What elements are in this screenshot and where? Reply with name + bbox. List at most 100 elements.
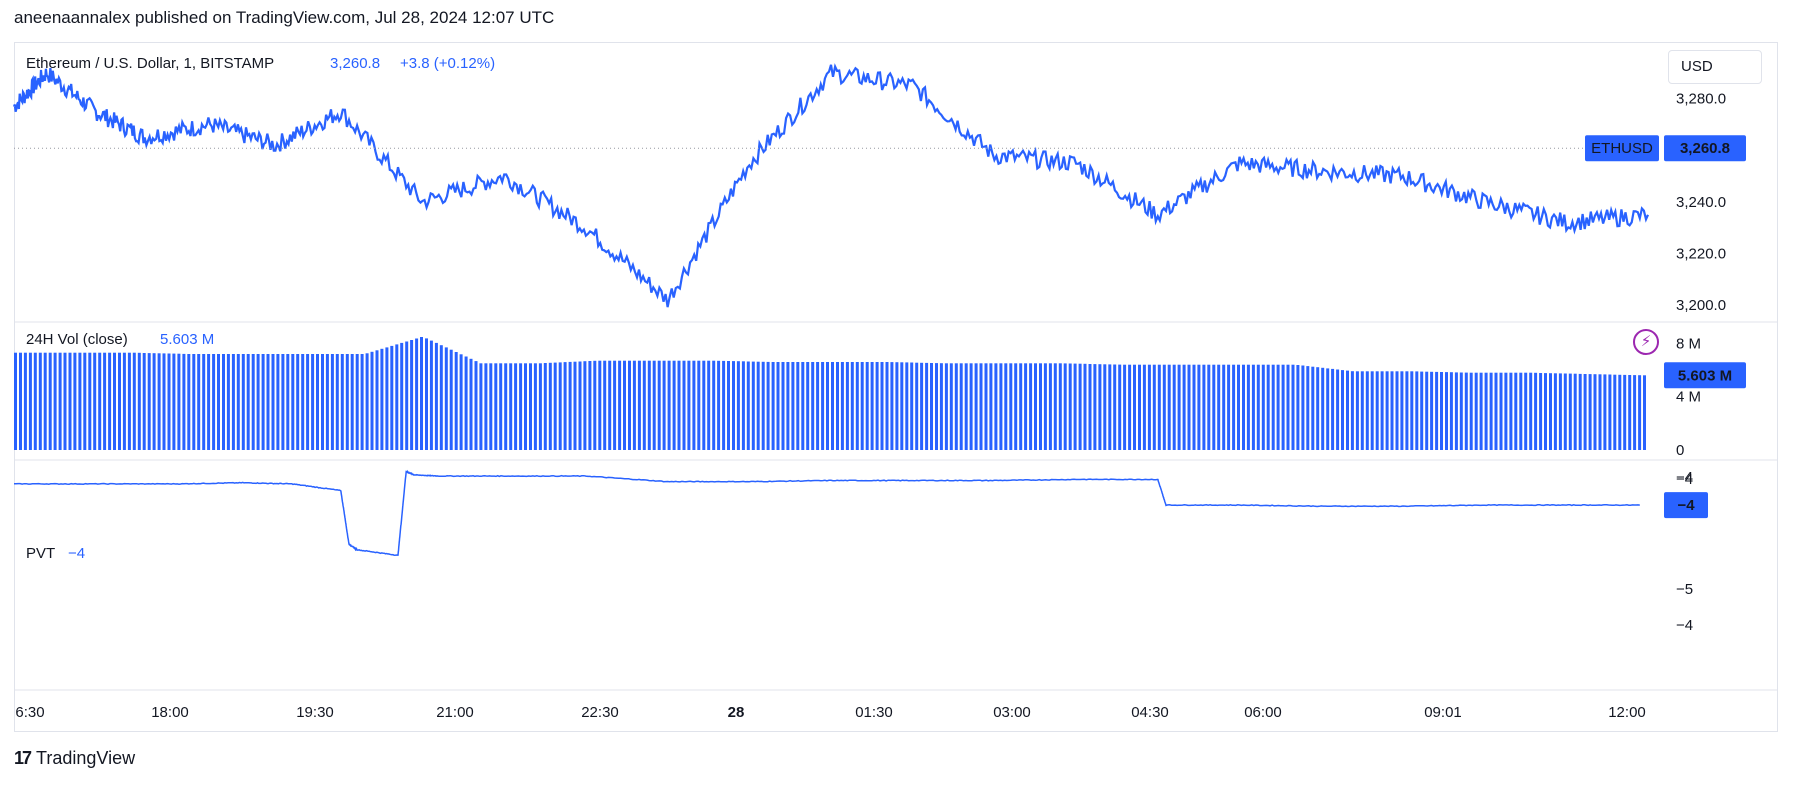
volume-bar (524, 363, 527, 450)
volume-bar (1623, 374, 1627, 450)
bolt-icon[interactable]: ⚡ (1633, 329, 1659, 355)
volume-bar (38, 352, 42, 450)
volume-bar (1316, 367, 1320, 450)
volume-bar (845, 362, 849, 450)
volume-bar (964, 363, 968, 450)
volume-bar (657, 360, 661, 450)
volume-bar (855, 362, 859, 450)
volume-bar (1246, 364, 1250, 450)
volume-bar (1529, 372, 1533, 450)
volume-bar (43, 352, 47, 450)
volume-bar (761, 361, 765, 450)
volume-bar (697, 360, 701, 450)
volume-bar (1628, 375, 1632, 450)
volume-bar (93, 352, 97, 450)
volume-bar (1242, 364, 1245, 450)
volume-bar (1271, 364, 1275, 450)
main-legend-change: +3.8 (+0.12%) (400, 55, 495, 72)
volume-bar (1613, 374, 1617, 450)
volume-bar (330, 354, 334, 450)
volume-badge (1664, 362, 1746, 389)
volume-bar (1073, 363, 1077, 450)
volume-bar (63, 352, 67, 450)
volume-bar (103, 352, 107, 450)
volume-bar (816, 362, 820, 450)
volume-bar (1375, 371, 1379, 450)
volume-bar (910, 362, 914, 450)
pvt-legend-title: PVT (26, 545, 55, 562)
volume-bar (885, 362, 889, 450)
volume-bar (712, 360, 716, 450)
volume-bar (256, 354, 260, 450)
volume-bar (1088, 364, 1092, 450)
volume-bar (756, 361, 760, 450)
volume-bar (167, 353, 171, 450)
volume-bar (286, 354, 290, 450)
symbol-badge-label: ETHUSD (1591, 140, 1653, 157)
volume-bar (1276, 364, 1280, 450)
volume-bar (197, 354, 201, 450)
volume-bar (291, 354, 295, 450)
volume-bar (504, 363, 508, 450)
volume-bar (573, 361, 577, 450)
x-tick-label: 22:30 (581, 704, 619, 721)
volume-bar (479, 363, 483, 450)
volume-bar (900, 362, 904, 450)
volume-bar (989, 363, 993, 450)
volume-bar (1266, 364, 1270, 450)
volume-bar (1380, 371, 1384, 450)
volume-bar (1638, 375, 1642, 450)
price-tick-label: 3,280.0 (1676, 91, 1726, 108)
currency-button[interactable]: USD (1668, 50, 1762, 84)
volume-bar (405, 341, 409, 450)
volume-bar (890, 362, 894, 450)
volume-bar (870, 362, 874, 450)
tradingview-logo-icon: 17 (14, 748, 32, 768)
volume-bar (108, 352, 112, 450)
volume-bar (1237, 364, 1240, 450)
volume-bar (865, 362, 869, 450)
volume-bar (702, 360, 706, 450)
symbol-badge (1585, 135, 1659, 162)
volume-bar (236, 354, 240, 450)
volume-bar (786, 362, 790, 450)
volume-bar (439, 345, 443, 450)
x-tick-label: 09:01 (1424, 704, 1462, 721)
volume-bar (355, 354, 359, 450)
volume-bar (1370, 371, 1374, 450)
volume-bar (1435, 371, 1439, 450)
volume-bar (217, 354, 220, 450)
volume-bar (563, 362, 567, 450)
volume-bar (48, 352, 52, 450)
volume-bar (1004, 363, 1008, 450)
volume-bar (187, 354, 191, 450)
volume-bar (1355, 371, 1359, 450)
volume-bar (281, 354, 285, 450)
volume-bar (226, 354, 230, 450)
volume-bar (118, 352, 121, 450)
volume-bar (147, 353, 151, 450)
volume-bar (880, 362, 884, 450)
volume-bar (1331, 368, 1335, 450)
volume-bar (459, 354, 463, 450)
volume-bar (682, 360, 686, 450)
volume-bar (1405, 371, 1409, 450)
volume-bar (1608, 374, 1612, 450)
volume-bar (58, 352, 62, 450)
volume-bar (390, 345, 394, 450)
price-tick-label: 3,240.0 (1676, 194, 1726, 211)
volume-bar (1187, 364, 1191, 450)
volume-bar (182, 353, 186, 450)
volume-bar (1113, 364, 1117, 450)
volume-bar (1068, 363, 1072, 450)
volume-bar (806, 362, 810, 450)
volume-bar (1093, 364, 1097, 450)
volume-bar (603, 360, 607, 450)
series-line-2 (14, 469, 1640, 556)
volume-bar (598, 360, 602, 450)
volume-bar (1410, 371, 1414, 450)
volume-bar (1524, 372, 1528, 450)
volume-bar (1192, 364, 1196, 450)
volume-bar (1568, 373, 1572, 450)
